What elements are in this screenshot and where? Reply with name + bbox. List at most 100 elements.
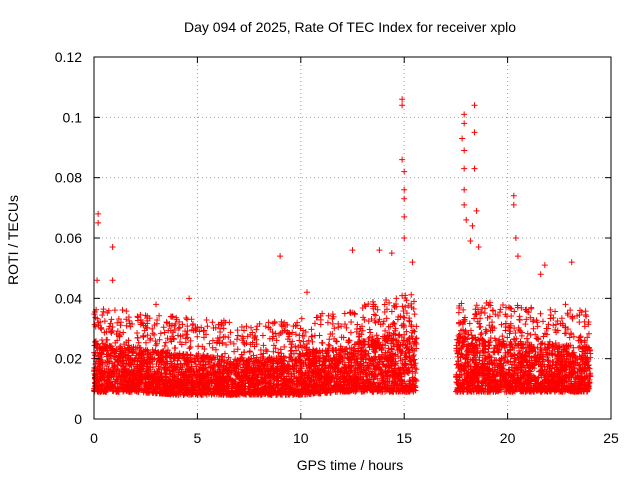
data-point [111,353,118,360]
data-point [511,308,518,315]
data-point [127,323,134,330]
data-point [265,319,272,326]
data-point [197,358,204,365]
data-point [176,324,183,331]
data-point [305,337,312,344]
data-points [91,96,594,398]
data-point [325,341,332,348]
data-point [275,349,282,356]
data-point [219,339,226,346]
data-point [329,320,336,327]
data-point [262,323,269,330]
data-point [410,327,417,334]
data-point [272,365,279,372]
data-point [161,329,168,336]
data-point [151,322,158,329]
data-point [311,320,318,327]
data-point [126,320,133,327]
data-point [305,375,312,382]
chart-title: Day 094 of 2025, Rate Of TEC Index for r… [184,19,516,35]
data-point [281,343,288,350]
data-point [397,313,404,320]
data-point [383,306,390,313]
data-point [170,335,177,342]
data-point [120,349,127,356]
data-point [143,339,150,346]
data-point [196,361,203,368]
data-point [524,330,531,337]
data-point [156,312,163,319]
data-point [162,339,169,346]
data-point [234,332,241,339]
data-point [175,325,182,332]
data-point [123,308,130,315]
data-point [399,303,406,310]
data-point [149,325,156,332]
data-point [473,302,480,309]
data-point [207,368,214,375]
data-point [116,381,123,388]
data-point [552,308,559,315]
data-point [393,295,400,302]
data-point [333,347,340,354]
data-point [309,338,316,345]
data-point [204,323,211,330]
data-point [292,343,299,350]
data-point [103,336,110,343]
data-point [203,316,210,323]
data-point [335,320,342,327]
data-point [206,340,213,347]
data-point [341,310,348,317]
data-point [293,382,300,389]
data-point [313,367,320,374]
data-point [231,348,238,355]
data-point [394,341,401,348]
data-point [260,342,267,349]
data-point [388,308,395,315]
data-point [319,361,326,368]
data-point [168,313,175,320]
data-point [234,327,241,334]
data-point [317,321,324,328]
data-point [194,333,201,340]
data-point [217,329,224,336]
data-point [326,336,333,343]
data-point [308,326,315,333]
data-point [233,336,240,343]
data-point [134,313,141,320]
data-point [170,367,177,374]
data-point [153,340,160,347]
data-point [259,332,266,339]
data-point [523,335,530,342]
data-point [365,300,372,307]
data-point [335,365,342,372]
data-point [200,334,207,341]
data-point [230,340,237,347]
data-point [402,304,409,311]
data-point [209,319,216,326]
data-point [294,319,301,326]
data-point [270,348,277,355]
data-point [374,306,381,313]
data-point [558,315,565,322]
data-point [186,345,193,352]
data-point [253,326,260,333]
data-point [316,332,323,339]
data-point [354,321,361,328]
data-point [287,348,294,355]
data-point [156,336,163,343]
data-point [183,315,190,322]
data-point [192,361,199,368]
data-point [309,333,316,340]
data-point [101,318,108,325]
data-point [380,318,387,325]
data-point [386,299,393,306]
data-point [383,296,390,303]
data-point [392,325,399,332]
data-point [502,327,509,334]
data-point [223,341,230,348]
data-point [300,338,307,345]
data-point [177,333,184,340]
data-point [298,315,305,322]
